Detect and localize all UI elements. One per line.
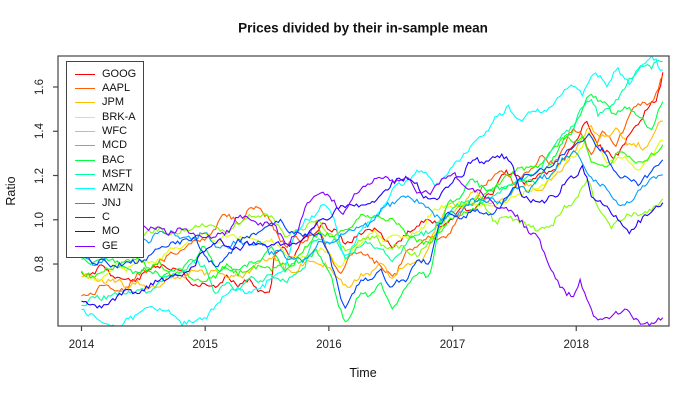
y-tick-label-0.8: 0.8	[34, 256, 46, 273]
series-line-msft	[81, 59, 663, 307]
legend-label: WFC	[102, 125, 128, 138]
legend-label: MCD	[102, 139, 128, 152]
legend-label: BAC	[102, 153, 125, 166]
series-line-jnj	[81, 150, 663, 266]
legend-label: BRK-A	[102, 110, 136, 123]
legend-label: JNJ	[102, 196, 121, 209]
legend-line-sample	[75, 88, 95, 90]
y-axis-label: Ratio	[4, 176, 18, 206]
chart-title: Prices divided by their in-sample mean	[238, 20, 488, 36]
legend-label: GE	[102, 239, 118, 252]
series-line-amzn	[81, 56, 663, 326]
y-tick-label-1.0: 1.0	[34, 211, 46, 228]
legend-label: AAPL	[102, 82, 131, 95]
legend-label: AMZN	[102, 182, 134, 195]
legend-line-sample	[75, 159, 95, 161]
legend-line-sample	[75, 217, 95, 219]
series-line-ge	[81, 171, 664, 326]
legend-label: C	[102, 211, 110, 224]
legend-line-sample	[75, 73, 95, 75]
legend-item-msft: MSFT	[75, 167, 143, 181]
legend-item-c: C	[75, 210, 143, 224]
legend-line-sample	[75, 102, 95, 104]
legend-item-wfc: WFC	[75, 124, 143, 138]
y-tick-label-1.2: 1.2	[34, 167, 46, 184]
legend-item-bac: BAC	[75, 153, 143, 167]
series-line-bac	[81, 93, 664, 323]
series-line-jpm	[81, 120, 663, 290]
series-line-aapl	[81, 75, 664, 297]
legend-item-aapl: AAPL	[75, 81, 143, 95]
legend-item-ge: GE	[75, 239, 143, 253]
legend-item-jnj: JNJ	[75, 196, 143, 210]
plot-box	[57, 55, 670, 327]
legend-line-sample	[75, 174, 95, 176]
legend-line-sample	[75, 231, 95, 233]
series-line-mo	[81, 152, 664, 309]
legend-item-amzn: AMZN	[75, 182, 143, 196]
series-line-wfc	[81, 179, 664, 258]
x-tick-label-2018: 2018	[563, 339, 590, 351]
series-line-mcd	[81, 135, 664, 283]
x-axis-label: Time	[349, 366, 377, 380]
legend-line-sample	[75, 188, 95, 190]
series-line-brk-a	[81, 130, 663, 282]
legend-item-mo: MO	[75, 225, 143, 239]
x-tick-label-2015: 2015	[192, 339, 218, 351]
legend-label: MO	[102, 225, 120, 238]
legend: GOOG AAPL JPM BRK-A WFC MCD BAC MSFT AMZN JNJ C MO G…	[66, 61, 144, 258]
legend-label: GOOG	[102, 67, 137, 80]
x-tick-label-2016: 2016	[316, 339, 342, 351]
legend-label: JPM	[102, 96, 124, 109]
series-line-c	[81, 132, 664, 310]
legend-line-sample	[75, 245, 95, 247]
legend-line-sample	[75, 145, 95, 147]
legend-line-sample	[75, 116, 95, 118]
legend-item-jpm: JPM	[75, 96, 143, 110]
x-tick-label-2017: 2017	[439, 339, 466, 351]
legend-line-sample	[75, 202, 95, 204]
legend-label: MSFT	[102, 168, 132, 181]
legend-item-brk-a: BRK-A	[75, 110, 143, 124]
legend-line-sample	[75, 131, 95, 133]
y-tick-label-1.6: 1.6	[34, 78, 46, 95]
x-tick-label-2014: 2014	[68, 339, 95, 351]
y-tick-label-1.4: 1.4	[34, 123, 46, 140]
legend-item-mcd: MCD	[75, 139, 143, 153]
legend-item-goog: GOOG	[75, 67, 143, 81]
